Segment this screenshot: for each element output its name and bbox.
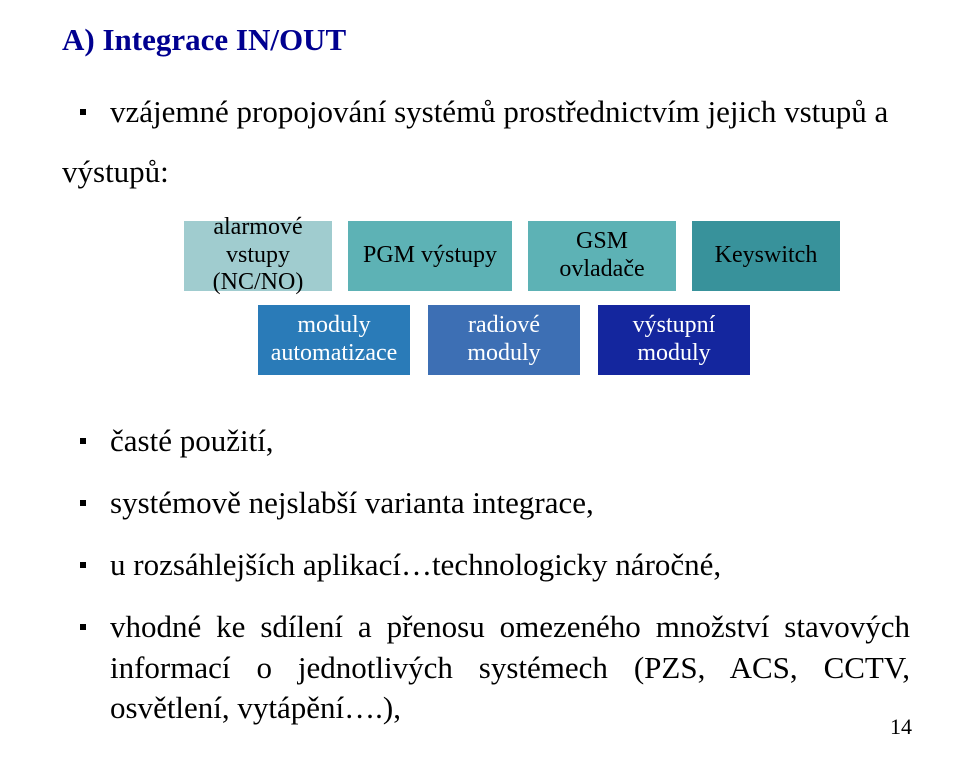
box-label: GSM (576, 228, 628, 254)
box-label: radiové (468, 312, 540, 338)
box-label: alarmové (213, 214, 302, 240)
bullet-item: systémově nejslabší varianta integrace, (62, 483, 910, 523)
bullet-item: vhodné ke sdílení a přenosu omezeného mn… (62, 607, 910, 728)
slide-title: A) Integrace IN/OUT (62, 22, 910, 58)
bullet-text: časté použití, (110, 421, 910, 461)
intro-bullet-text: vzájemné propojování systémů prostřednic… (110, 92, 910, 132)
bullet-dot-icon (80, 562, 86, 568)
bullet-text: u rozsáhlejších aplikací…technologicky n… (110, 545, 910, 585)
bullet-dot-icon (80, 109, 86, 115)
bullet-item: u rozsáhlejších aplikací…technologicky n… (62, 545, 910, 585)
box-label: výstupní (633, 312, 716, 338)
intro-continuation: výstupů: (62, 152, 910, 192)
box-gsm-ovladace: GSM ovladače (528, 221, 676, 291)
box-alarmove-vstupy: alarmové vstupy (NC/NO) (184, 221, 332, 291)
box-label: automatizace (271, 340, 398, 366)
box-pgm-vystupy: PGM výstupy (348, 221, 512, 291)
slide-page: A) Integrace IN/OUT vzájemné propojování… (0, 0, 960, 764)
page-number: 14 (890, 714, 912, 740)
box-label: ovladače (559, 256, 644, 282)
box-radiove-moduly: radiové moduly (428, 305, 580, 375)
bullet-dot-icon (80, 500, 86, 506)
box-label: Keyswitch (715, 242, 818, 270)
box-label: vstupy (226, 242, 290, 268)
box-keyswitch: Keyswitch (692, 221, 840, 291)
bullet-text: vhodné ke sdílení a přenosu omezeného mn… (110, 607, 910, 728)
box-moduly-automatizace: moduly automatizace (258, 305, 410, 375)
lower-bullet-list: časté použití, systémově nejslabší varia… (62, 421, 910, 729)
bullet-dot-icon (80, 438, 86, 444)
box-label: (NC/NO) (213, 269, 304, 295)
bullet-text: systémově nejslabší varianta integrace, (110, 483, 910, 523)
box-row-2: moduly automatizace radiové moduly výstu… (258, 305, 910, 375)
intro-bullet: vzájemné propojování systémů prostřednic… (62, 92, 910, 132)
box-vystupni-moduly: výstupní moduly (598, 305, 750, 375)
bullet-item: časté použití, (62, 421, 910, 461)
box-label: moduly (637, 340, 710, 366)
bullet-dot-icon (80, 624, 86, 630)
box-row-1: alarmové vstupy (NC/NO) PGM výstupy GSM … (184, 221, 910, 291)
box-label: moduly (297, 312, 370, 338)
box-label: PGM výstupy (363, 242, 497, 270)
box-label: moduly (467, 340, 540, 366)
